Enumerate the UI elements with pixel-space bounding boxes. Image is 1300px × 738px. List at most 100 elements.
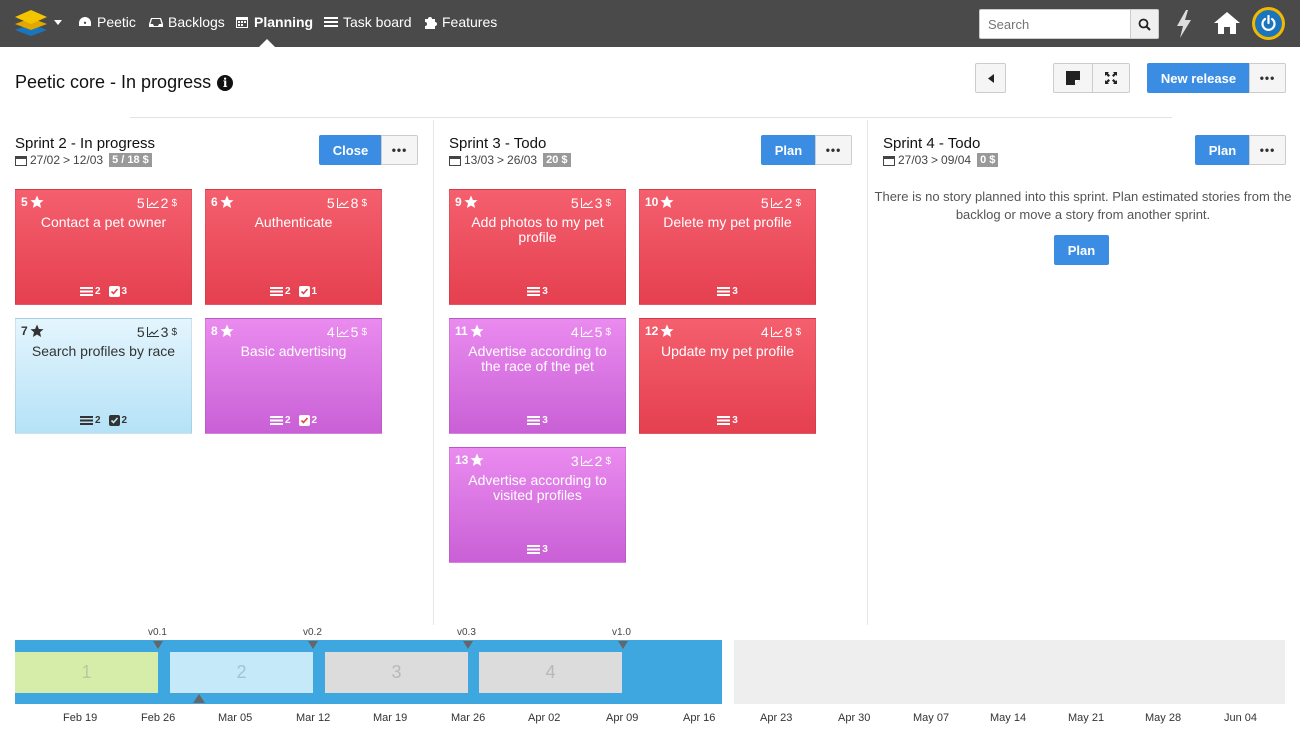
currency-symbol: $ bbox=[605, 197, 611, 209]
release-timeline[interactable]: 1 2 3 4 bbox=[15, 640, 722, 704]
plan-sprint-3-button[interactable]: Plan bbox=[761, 135, 816, 165]
story-card[interactable]: 10 5 2 $ Delete my pet profile 3 bbox=[639, 189, 816, 305]
search-button[interactable] bbox=[1130, 9, 1159, 39]
timeline-date-label: Feb 26 bbox=[141, 712, 176, 724]
fullscreen-button[interactable] bbox=[1092, 63, 1130, 93]
new-release-button[interactable]: New release bbox=[1147, 63, 1250, 93]
star-icon[interactable] bbox=[470, 453, 484, 467]
nav-item-taskboard[interactable]: Task board bbox=[324, 14, 411, 30]
story-card[interactable]: 7 5 3 $ Search profiles by race 2 2 bbox=[15, 318, 192, 434]
release-menu-button[interactable]: ••• bbox=[1249, 63, 1286, 93]
timeline-sprint-4[interactable]: 4 bbox=[479, 652, 622, 693]
sprint-end: 09/04 bbox=[941, 153, 972, 167]
nav-item-label: Planning bbox=[254, 14, 314, 30]
logo-icon[interactable] bbox=[14, 10, 48, 36]
empty-sprint-message: There is no story planned into this spri… bbox=[874, 189, 1292, 222]
tasks-icon bbox=[79, 287, 93, 296]
story-metrics: 3 2 $ bbox=[571, 453, 611, 469]
sprint-3-menu-button[interactable]: ••• bbox=[815, 135, 852, 165]
previous-release-button[interactable] bbox=[975, 63, 1006, 93]
star-icon[interactable] bbox=[660, 195, 674, 209]
story-footer: 3 bbox=[640, 415, 815, 426]
sprint-4-title: Sprint 4 - Todo bbox=[883, 135, 981, 152]
story-id: 11 bbox=[455, 324, 484, 338]
close-sprint-button[interactable]: Close bbox=[319, 135, 382, 165]
plan-sprint-4-button[interactable]: Plan bbox=[1195, 135, 1250, 165]
acceptance-tests-count: 2 bbox=[298, 415, 317, 426]
timeline-sprint-3[interactable]: 3 bbox=[325, 652, 468, 693]
chevron-down-icon[interactable] bbox=[54, 20, 62, 25]
nav-item-label: Peetic bbox=[97, 14, 136, 30]
checkbox-icon bbox=[108, 286, 120, 297]
timeline-date-label: Apr 30 bbox=[838, 712, 871, 724]
star-icon[interactable] bbox=[30, 195, 44, 209]
nav-item-planning[interactable]: Planning bbox=[235, 14, 313, 30]
plan-stories-button[interactable]: Plan bbox=[1054, 235, 1109, 265]
sprint-2-title: Sprint 2 - In progress bbox=[15, 135, 156, 152]
timeline-sprint-2[interactable]: 2 bbox=[170, 652, 313, 693]
story-card[interactable]: 12 4 8 $ Update my pet profile 3 bbox=[639, 318, 816, 434]
star-icon[interactable] bbox=[30, 324, 44, 338]
sprint-start: 27/02 bbox=[30, 153, 61, 167]
story-effort: 2 bbox=[160, 195, 169, 211]
timeline-date-label: Apr 09 bbox=[606, 712, 639, 724]
sticky-note-button[interactable] bbox=[1053, 63, 1093, 93]
star-icon[interactable] bbox=[660, 324, 674, 338]
story-effort: 5 bbox=[350, 324, 359, 340]
timeline-date-label: May 07 bbox=[913, 712, 950, 724]
home-icon[interactable] bbox=[1213, 11, 1241, 35]
story-footer: 3 bbox=[450, 286, 625, 297]
puzzle-icon bbox=[425, 17, 437, 29]
nav-item-features[interactable]: Features bbox=[423, 14, 497, 30]
story-id: 7 bbox=[21, 324, 44, 338]
nav-item-peetic[interactable]: Peetic bbox=[78, 14, 136, 30]
story-card[interactable]: 11 4 5 $ Advertise according to the race… bbox=[449, 318, 626, 434]
nav-item-label: Task board bbox=[343, 14, 412, 30]
tasks-icon bbox=[79, 416, 93, 425]
timeline-date-label: Mar 05 bbox=[218, 712, 253, 724]
nav-item-label: Features bbox=[442, 14, 498, 30]
sprint-points-badge: 5 / 18 $ bbox=[109, 153, 152, 167]
story-card[interactable]: 6 5 8 $ Authenticate 2 1 bbox=[205, 189, 382, 305]
plan-label: Plan bbox=[774, 142, 803, 158]
header-divider bbox=[130, 117, 1172, 118]
sprint-start: 13/03 bbox=[464, 153, 495, 167]
version-marker-icon[interactable] bbox=[463, 641, 473, 649]
version-marker-icon[interactable] bbox=[618, 641, 628, 649]
story-footer: 3 bbox=[450, 415, 625, 426]
star-icon[interactable] bbox=[220, 324, 234, 338]
story-card[interactable]: 9 5 3 $ Add photos to my pet profile 3 bbox=[449, 189, 626, 305]
sprint-2-menu-button[interactable]: ••• bbox=[381, 135, 418, 165]
bolt-icon[interactable] bbox=[1174, 10, 1194, 38]
story-effort: 3 bbox=[594, 195, 603, 211]
version-marker-icon[interactable] bbox=[308, 641, 318, 649]
star-icon[interactable] bbox=[220, 195, 234, 209]
info-icon[interactable]: i bbox=[217, 74, 234, 91]
calendar-icon bbox=[449, 155, 461, 166]
story-metrics: 4 5 $ bbox=[327, 324, 367, 340]
current-date-marker-icon bbox=[193, 694, 205, 703]
story-card[interactable]: 5 5 2 $ Contact a pet owner 2 3 bbox=[15, 189, 192, 305]
sprint-4-menu-button[interactable]: ••• bbox=[1249, 135, 1286, 165]
user-avatar[interactable] bbox=[1252, 7, 1285, 40]
story-card[interactable]: 13 3 2 $ Advertise according to visited … bbox=[449, 447, 626, 563]
star-icon[interactable] bbox=[470, 324, 484, 338]
story-title: Contact a pet owner bbox=[40, 214, 167, 230]
more-label: ••• bbox=[391, 143, 408, 157]
story-metrics: 4 8 $ bbox=[761, 324, 801, 340]
version-marker-icon[interactable] bbox=[153, 641, 163, 649]
tasks-icon bbox=[527, 416, 541, 425]
star-icon[interactable] bbox=[464, 195, 478, 209]
chart-icon bbox=[146, 327, 159, 337]
story-value: 5 bbox=[326, 195, 335, 211]
more-label: ••• bbox=[825, 143, 842, 157]
tasks-count: 3 bbox=[527, 544, 548, 555]
version-label: v0.1 bbox=[148, 627, 167, 638]
nav-item-backlogs[interactable]: Backlogs bbox=[149, 14, 225, 30]
timeline-sprint-1[interactable]: 1 bbox=[15, 652, 158, 693]
search-input[interactable] bbox=[979, 9, 1131, 39]
chevron-right-icon: > bbox=[63, 153, 71, 167]
story-effort: 3 bbox=[160, 324, 169, 340]
story-id: 6 bbox=[211, 195, 234, 209]
story-card[interactable]: 8 4 5 $ Basic advertising 2 2 bbox=[205, 318, 382, 434]
